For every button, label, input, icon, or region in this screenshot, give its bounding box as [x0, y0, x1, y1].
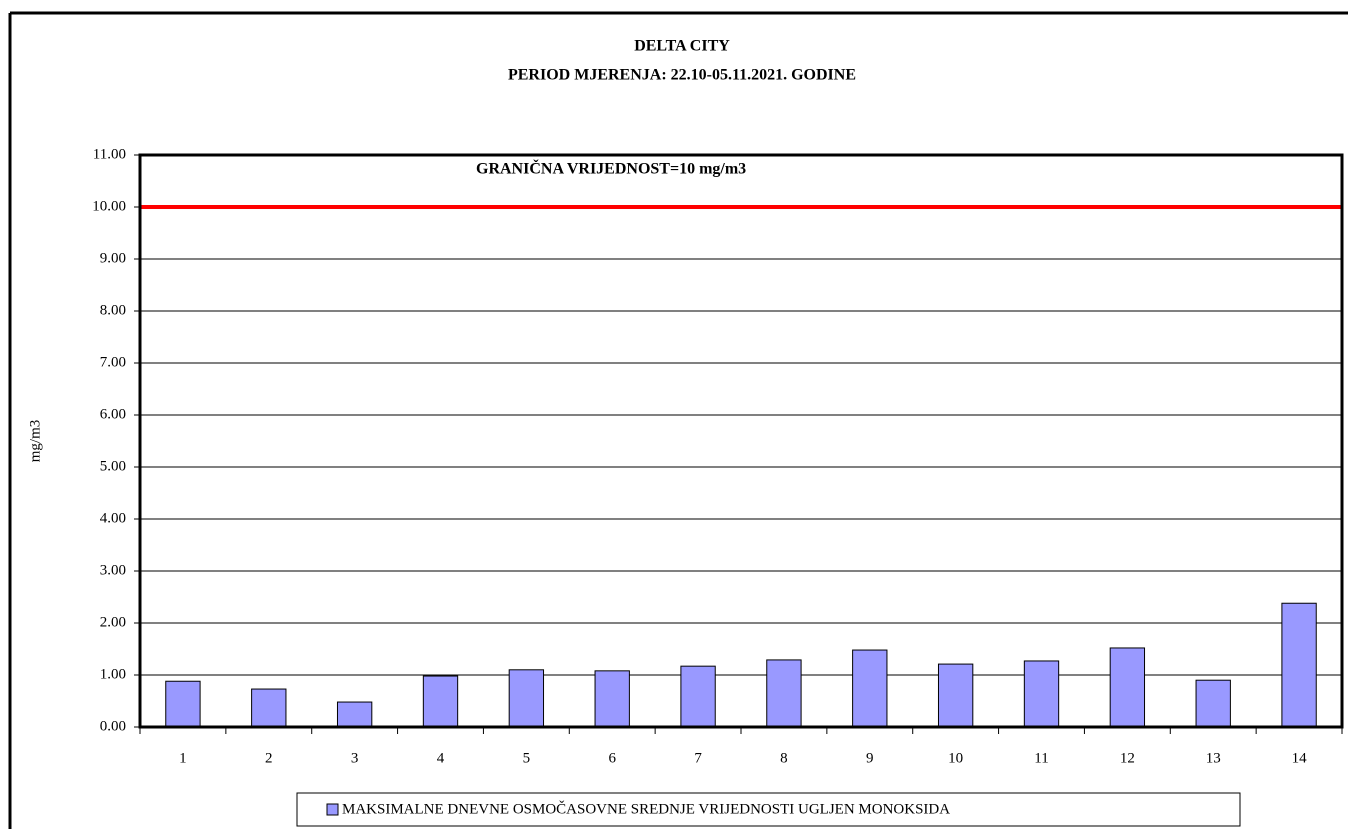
x-tick-label: 3	[351, 750, 359, 766]
x-tick-label: 13	[1206, 750, 1221, 766]
y-tick-label: 3.00	[100, 562, 126, 578]
x-tick-label: 9	[866, 750, 874, 766]
chart-subtitle: PERIOD MJERENJA: 22.10-05.11.2021. GODIN…	[508, 67, 856, 84]
bar	[852, 649, 888, 728]
y-tick-label: 0.00	[100, 718, 126, 734]
y-tick-label: 8.00	[100, 302, 126, 318]
limit-label: GRANIČNA VRIJEDNOST=10 mg/m3	[476, 159, 746, 178]
y-tick-label: 7.00	[100, 354, 126, 370]
y-tick-label: 9.00	[100, 250, 126, 266]
y-tick-label: 10.00	[92, 198, 126, 214]
plot-frame	[138, 153, 1344, 729]
bar	[251, 688, 287, 728]
x-tick-label: 11	[1034, 750, 1048, 766]
y-tick-label: 5.00	[100, 458, 126, 474]
bar	[766, 659, 802, 728]
y-axis-label: mg/m3	[27, 420, 43, 463]
x-tick-label: 1	[179, 750, 187, 766]
bar	[336, 701, 373, 728]
bar	[508, 669, 545, 728]
x-tick-label: 10	[948, 750, 963, 766]
x-tick-label: 6	[608, 750, 616, 766]
y-tick-label: 2.00	[100, 614, 126, 630]
x-tick-label: 4	[437, 750, 445, 766]
bar	[1281, 602, 1317, 728]
bar	[1109, 647, 1146, 728]
x-tick-label: 7	[694, 750, 702, 766]
bar	[937, 663, 974, 728]
y-tick-label: 1.00	[100, 666, 126, 682]
x-tick-label: 5	[523, 750, 531, 766]
chart-title: DELTA CITY	[634, 38, 730, 55]
bar	[165, 680, 201, 728]
bar	[594, 670, 630, 728]
y-tick-label: 6.00	[100, 406, 126, 422]
x-tick-label: 2	[265, 750, 273, 766]
bar	[1023, 660, 1060, 728]
x-tick-label: 12	[1120, 750, 1135, 766]
x-tick-label: 14	[1292, 750, 1308, 766]
x-tick-label: 8	[780, 750, 788, 766]
bar	[1195, 679, 1231, 728]
y-tick-label: 11.00	[93, 146, 126, 162]
legend-box	[296, 792, 1241, 827]
legend-label: MAKSIMALNE DNEVNE OSMOČASOVNE SREDNJE VR…	[342, 800, 950, 817]
y-tick-label: 4.00	[100, 510, 126, 526]
bar	[422, 675, 459, 728]
legend-swatch	[326, 803, 339, 816]
bar	[680, 665, 716, 728]
